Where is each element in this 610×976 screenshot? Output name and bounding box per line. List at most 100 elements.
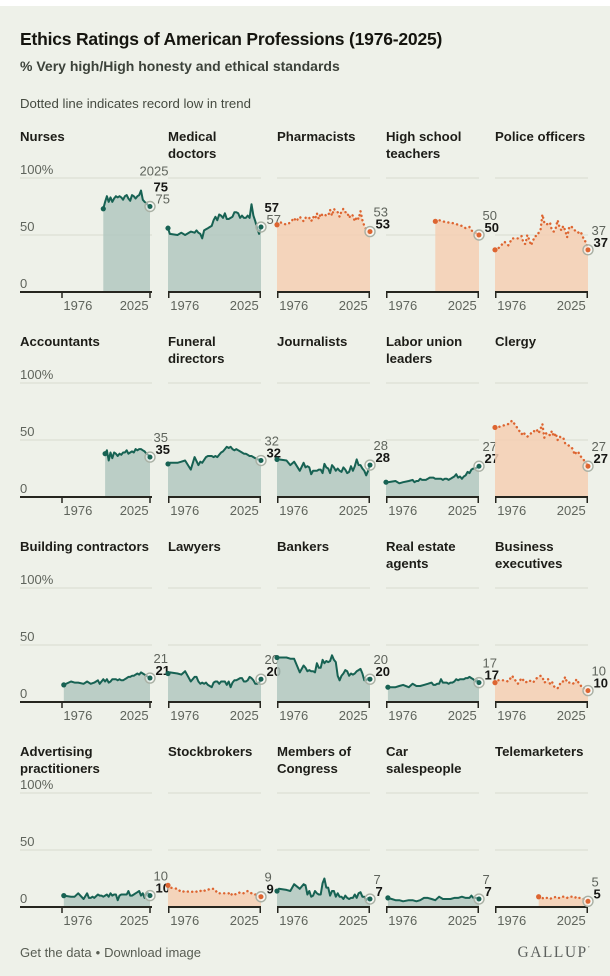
y-axis-label: 100%	[20, 572, 54, 587]
endpoint-value-label: 21	[154, 651, 168, 666]
x-axis-label: 1976	[63, 298, 92, 313]
gallup-logo: GALLUP’	[518, 944, 590, 962]
x-axis-label: 1976	[497, 503, 526, 518]
x-axis-label: 2025	[230, 913, 259, 928]
chart-row-3: Building contractors 100% 50 0 1976 2025 21 21 L…	[20, 539, 608, 729]
endpoint-value-label-bold: 17	[485, 668, 499, 683]
charts-grid: Nurses 100% 50 0 1976 2025 2025 75 75 Medical doct…	[20, 129, 608, 934]
x-axis-label: 2025	[557, 503, 586, 518]
trend-line	[167, 445, 262, 471]
trend-line	[493, 674, 590, 692]
y-axis-label: 0	[20, 481, 27, 496]
endpoint-value-label: 7	[374, 872, 381, 887]
trend-line	[167, 670, 262, 689]
x-axis-label: 1976	[388, 503, 417, 518]
page-title: Ethics Ratings of American Professions (…	[20, 29, 443, 49]
chart-title-accountants: Accountants	[20, 334, 100, 349]
endpoint-value-label: 10	[154, 869, 168, 884]
mini-chart-business-executives: Business executives 1976 2025 10 10	[492, 539, 608, 729]
trend-line	[276, 458, 371, 477]
trend-line	[275, 207, 372, 233]
trend-line	[167, 203, 262, 240]
chart-title-bankers: Bankers	[277, 539, 330, 554]
chart-title-members-of-congress: Members of Congress	[277, 744, 352, 776]
x-axis-label: 1976	[63, 913, 92, 928]
x-axis-label: 2025	[557, 708, 586, 723]
x-axis-label: 2025	[230, 708, 259, 723]
gallup-wordmark: GALLUP	[517, 944, 588, 961]
x-axis-label: 2025	[120, 503, 149, 518]
endpoint-value-label-bold: 9	[267, 882, 274, 897]
chart-canvas-car-salespeople: 1976 2025 77	[385, 792, 492, 928]
chart-title-telemarketers: Telemarketers	[495, 744, 584, 759]
chart-canvas-members-of-congress: 1976 2025 77	[274, 792, 383, 928]
x-axis-label: 2025	[120, 913, 149, 928]
trend-line	[62, 890, 151, 902]
chart-row-1: Nurses 100% 50 0 1976 2025 2025 75 75 Medical doct…	[20, 129, 608, 319]
get-data-link[interactable]: Get the data	[20, 945, 92, 960]
chart-title-stockbrokers: Stockbrokers	[168, 744, 253, 759]
trend-line	[493, 419, 590, 468]
endpoint-value-label-bold: 5	[594, 886, 601, 901]
x-axis-label: 2025	[448, 913, 477, 928]
chart-footer: Get the data • Download image GALLUP’	[20, 944, 590, 962]
endpoint-value-label-bold: 32	[267, 446, 281, 461]
y-axis-label: 0	[20, 891, 27, 906]
trend-line	[386, 894, 480, 903]
x-axis-label: 1976	[170, 503, 199, 518]
trend-line	[102, 189, 151, 210]
mini-chart-telemarketers: Telemarketers 1976 2025 5 5	[495, 744, 601, 934]
endpoint-value-label-bold: 7	[485, 884, 492, 899]
mini-chart-journalists: Journalists 1976 2025 28 28	[274, 334, 390, 524]
mini-chart-labor-union-leaders: Labor union leaders 1976 2025 27 27	[383, 334, 499, 524]
y-axis-label: 50	[20, 629, 34, 644]
x-axis-label: 2025	[230, 298, 259, 313]
endpoint-value-label: 37	[592, 223, 606, 238]
x-axis-label: 1976	[170, 913, 199, 928]
mini-chart-high-school-teachers: High school teachers 1976 2025 50 50	[386, 129, 499, 319]
mini-chart-members-of-congress: Members of Congress 1976 2025 7 7	[274, 744, 383, 934]
x-axis-label: 1976	[279, 503, 308, 518]
x-axis-label: 1976	[497, 708, 526, 723]
endpoint-value-label: 35	[154, 430, 168, 445]
chart-title-police-officers: Police officers	[495, 129, 586, 144]
legend-note: Dotted line indicates record low in tren…	[20, 96, 251, 111]
x-axis-label: 1976	[63, 503, 92, 518]
chart-title-funeral-directors: Funeral directors	[168, 334, 225, 366]
trend-line	[276, 877, 371, 902]
x-axis-label: 1976	[279, 708, 308, 723]
endpoint-value-label-bold: 20	[376, 664, 390, 679]
x-axis-label: 2025	[448, 503, 477, 518]
endpoint-value-label-bold: 35	[156, 442, 170, 457]
x-axis-label: 1976	[497, 913, 526, 928]
trend-line	[493, 213, 590, 251]
endpoint-value-label: 27	[483, 439, 497, 454]
endpoint-value-label-bold: 27	[594, 451, 608, 466]
download-image-link[interactable]: Download image	[104, 945, 201, 960]
footer-links: Get the data • Download image	[20, 945, 201, 960]
trend-line	[385, 465, 480, 485]
endpoint-value-label-bold: 28	[376, 450, 390, 465]
trend-line	[62, 671, 151, 686]
mini-chart-stockbrokers: Stockbrokers 1976 2025 9 9	[165, 744, 274, 934]
page-subtitle: % Very high/High honesty and ethical sta…	[20, 58, 340, 74]
endpoint-value-label-bold: 7	[376, 884, 383, 899]
chart-title-journalists: Journalists	[277, 334, 348, 349]
mini-chart-advertising-practitioners: Advertising practitioners 100% 50 0 1976 2025 1…	[20, 744, 170, 934]
endpoint-value-label: 17	[483, 656, 497, 671]
endpoint-value-label: 50	[483, 208, 497, 223]
x-axis-label: 2025	[230, 503, 259, 518]
mini-chart-funeral-directors: Funeral directors 1976 2025 32 32	[165, 334, 281, 524]
mini-chart-car-salespeople: Car salespeople 1976 2025 7 7	[385, 744, 492, 934]
x-axis-label: 2025	[339, 298, 368, 313]
endpoint-value-label-bold: 75	[154, 180, 168, 195]
